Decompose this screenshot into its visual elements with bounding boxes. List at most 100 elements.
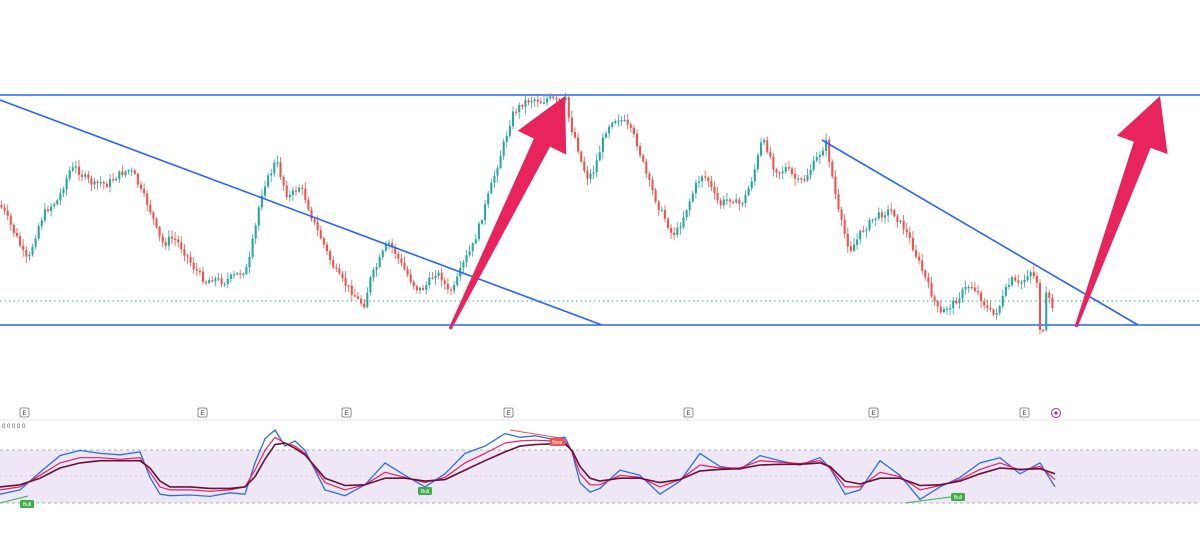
candle-body: [794, 174, 797, 179]
candle-body: [415, 286, 418, 291]
candle-body: [28, 254, 31, 257]
candle-body: [949, 308, 952, 310]
bull-badge[interactable]: Bull: [418, 487, 432, 495]
candle-body: [462, 262, 465, 268]
candle-body: [50, 206, 53, 212]
bull-badge[interactable]: Bull: [20, 500, 34, 508]
candle-body: [995, 313, 998, 315]
event-marker[interactable]: E: [683, 407, 694, 418]
candle-body: [890, 209, 893, 211]
candle-body: [59, 193, 62, 201]
candle-body: [921, 260, 924, 271]
candle-body: [648, 173, 651, 180]
candle-body: [862, 230, 865, 232]
candle-body: [378, 257, 381, 267]
candle-body: [766, 140, 769, 152]
candle-body: [201, 271, 205, 282]
event-marker[interactable]: E: [868, 407, 879, 418]
candle-body: [614, 121, 617, 123]
candle-body: [1029, 272, 1032, 277]
candle-body: [152, 212, 155, 219]
candle-body: [344, 278, 347, 286]
candle-body: [701, 176, 704, 182]
candle-body: [412, 281, 415, 286]
add-marker-icon[interactable]: [1051, 408, 1061, 418]
candle-body: [139, 184, 143, 189]
candle-body: [1045, 292, 1048, 330]
candle-body: [65, 178, 68, 190]
candle-body: [976, 291, 980, 293]
candle-body: [787, 167, 790, 169]
candle-body: [251, 238, 254, 257]
candle-body: [186, 255, 189, 257]
candle-body: [245, 267, 248, 274]
bullish-arrow[interactable]: [1074, 96, 1168, 328]
candle-body: [341, 273, 344, 278]
candle-body: [499, 155, 502, 169]
candle-body: [214, 278, 217, 282]
candle-body: [248, 256, 251, 268]
candle-body: [15, 232, 19, 237]
candle-body: [763, 140, 766, 143]
candle-body: [815, 157, 818, 161]
candle-body: [1035, 276, 1038, 283]
candle-body: [738, 199, 741, 204]
descending-trendline[interactable]: [821, 139, 1139, 326]
candle-body: [818, 155, 821, 157]
candle-body: [307, 200, 310, 210]
candle-body: [1007, 285, 1011, 287]
candle-body: [242, 273, 245, 276]
candle-body: [118, 171, 121, 179]
candle-body: [431, 277, 434, 279]
price-pane: [0, 92, 1200, 335]
candle-body: [183, 249, 186, 256]
candle-body: [744, 194, 747, 204]
candle-body: [484, 204, 487, 221]
svg-text:Bear: Bear: [552, 440, 563, 446]
event-marker[interactable]: E: [341, 407, 352, 418]
candle-body: [270, 173, 273, 176]
bear-badge[interactable]: Bear: [550, 438, 565, 446]
candle-body: [967, 287, 970, 289]
event-marker[interactable]: E: [19, 407, 30, 418]
candle-body: [232, 274, 236, 276]
candle-body: [896, 216, 899, 223]
candle-body: [189, 256, 192, 263]
event-marker[interactable]: E: [197, 407, 208, 418]
candle-body: [939, 306, 942, 313]
candle-body: [852, 244, 856, 251]
candle-body: [453, 284, 456, 291]
candle-body: [580, 151, 583, 162]
candle-body: [651, 180, 654, 191]
candle-body: [539, 101, 542, 103]
candle-body: [46, 209, 50, 212]
candle-body: [670, 227, 673, 233]
candle-body: [158, 227, 161, 237]
candle-body: [1004, 286, 1007, 296]
candle-body: [254, 225, 257, 239]
candle-body: [133, 170, 136, 174]
candle-body: [511, 111, 515, 127]
descending-trendline[interactable]: [0, 99, 603, 326]
candle-body: [239, 273, 242, 275]
candle-body: [105, 183, 108, 187]
candle-body: [840, 209, 843, 220]
bullish-arrow[interactable]: [448, 96, 567, 330]
candle-body: [790, 168, 794, 174]
event-marker[interactable]: E: [503, 407, 514, 418]
candle-body: [409, 274, 412, 282]
candle-body: [68, 170, 71, 179]
candle-body: [666, 218, 670, 228]
candle-body: [502, 141, 505, 156]
candle-body: [25, 249, 28, 257]
candle-body: [279, 162, 282, 177]
candle-body: [986, 305, 989, 308]
candle-body: [992, 309, 995, 315]
candle-body: [586, 170, 589, 179]
candle-body: [781, 171, 784, 173]
bull-divergence-line: [904, 495, 959, 504]
event-marker[interactable]: E: [1019, 407, 1030, 418]
bull-badge[interactable]: Bull: [951, 493, 965, 501]
